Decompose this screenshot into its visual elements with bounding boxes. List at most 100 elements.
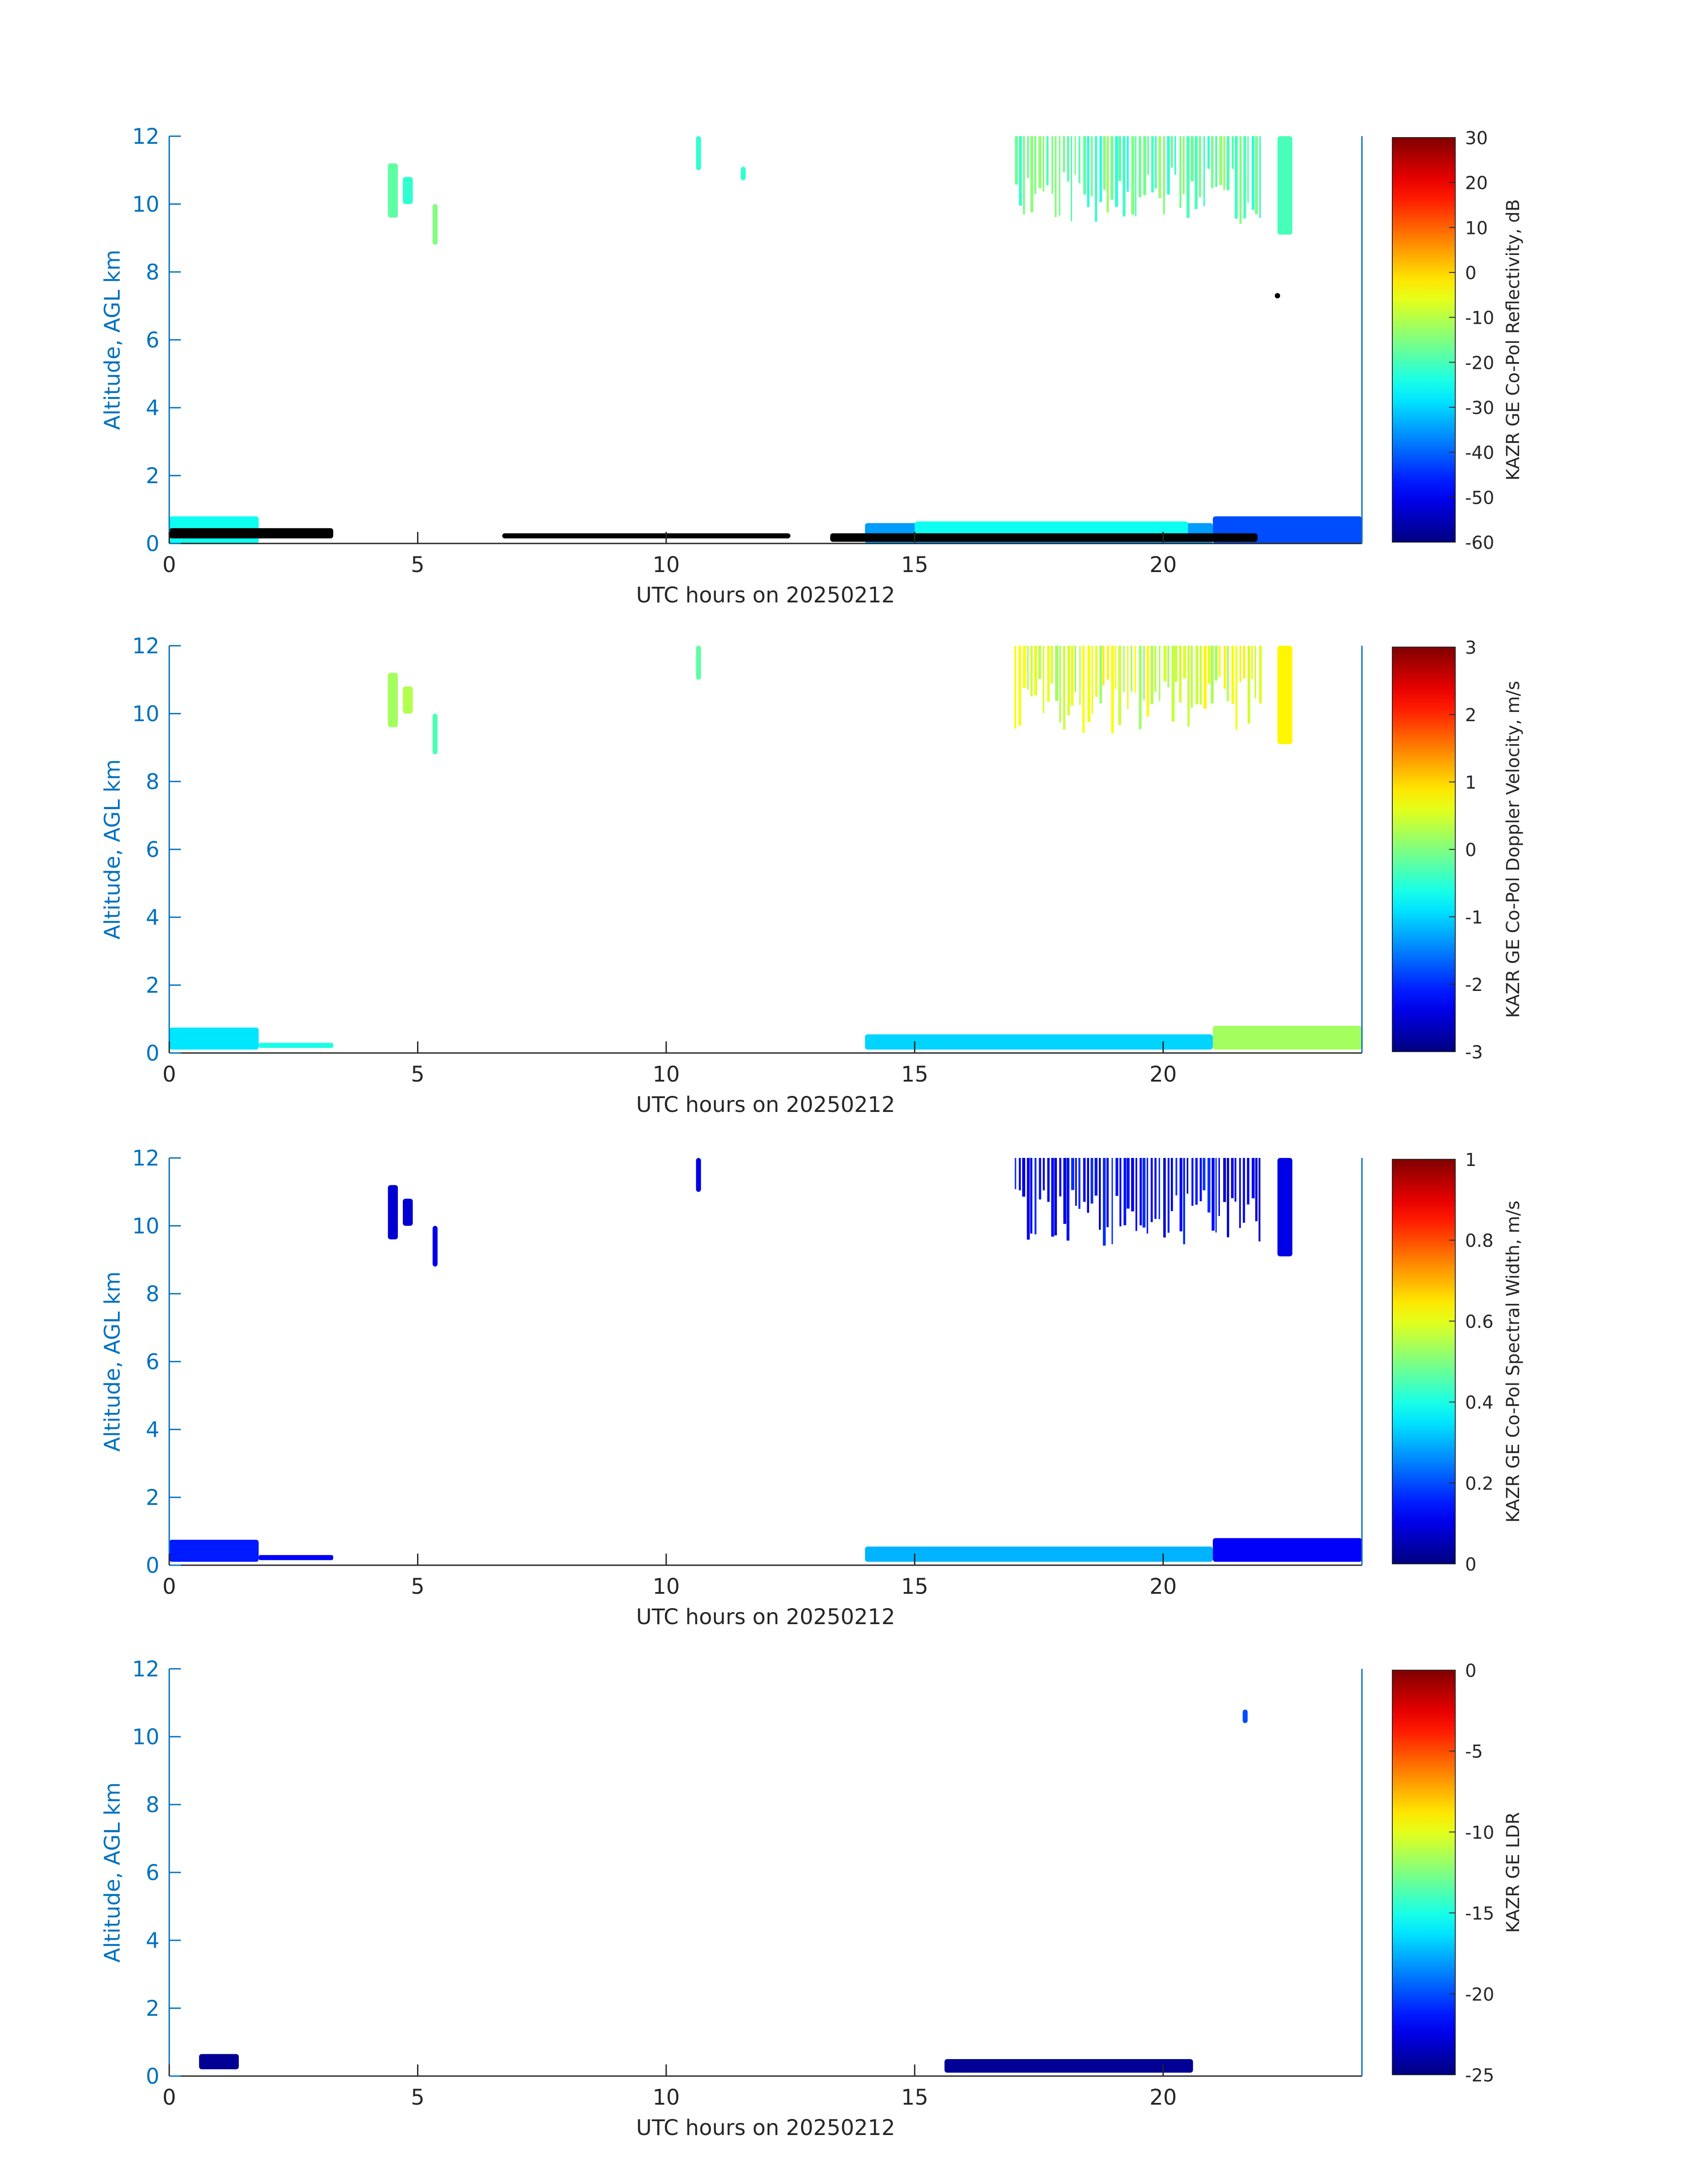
echo-streak bbox=[1123, 136, 1126, 217]
echo-streak bbox=[1171, 136, 1173, 168]
echo-streak bbox=[1234, 1158, 1236, 1202]
echo-streak bbox=[1015, 1158, 1016, 1189]
colorbar-tick-label: 0.2 bbox=[1465, 1474, 1494, 1494]
echo-region bbox=[432, 204, 438, 245]
x-tick-label: 5 bbox=[411, 552, 425, 577]
echo-region bbox=[865, 1546, 1213, 1562]
echo-streak bbox=[1038, 646, 1041, 679]
y-tick-label: 6 bbox=[146, 837, 159, 862]
echo-streak bbox=[1219, 646, 1221, 677]
colorbar-tick-label: 1 bbox=[1465, 773, 1476, 793]
colorbar-tick-label: 0 bbox=[1465, 840, 1476, 861]
echo-streak bbox=[1167, 646, 1169, 688]
echo-streak bbox=[1115, 1158, 1119, 1196]
colorbar-tick-label: 0 bbox=[1465, 1661, 1476, 1681]
echo-streak bbox=[1247, 646, 1250, 724]
y-tick-label: 4 bbox=[146, 1928, 159, 1953]
colorbar-label: KAZR GE Co-Pol Reflectivity, dB bbox=[1503, 199, 1524, 481]
echo-streak bbox=[1094, 1158, 1098, 1196]
echo-streak bbox=[1055, 646, 1058, 701]
y-tick-label: 2 bbox=[146, 1996, 159, 2021]
colorbar-label: KAZR GE Co-Pol Doppler Velocity, m/s bbox=[1503, 681, 1524, 1018]
x-tick-label: 10 bbox=[652, 1062, 680, 1087]
echo-streak bbox=[1143, 136, 1146, 195]
x-tick-label: 10 bbox=[652, 552, 680, 577]
echo-streak bbox=[1043, 1158, 1045, 1191]
echo-streak bbox=[1259, 646, 1262, 704]
plot-area bbox=[169, 646, 1362, 1053]
colorbar-tick-label: 20 bbox=[1465, 173, 1488, 194]
colorbar-tick-label: 10 bbox=[1465, 218, 1488, 238]
echo-streak bbox=[1054, 1158, 1057, 1236]
colorbar: -60 -50 -40 -30 -20 -10 0 10 20 30 KAZR GE Co-Pol … bbox=[1392, 128, 1524, 553]
echo-streak bbox=[1095, 646, 1098, 697]
y-tick-label: 8 bbox=[146, 769, 159, 794]
echo-region bbox=[388, 1185, 398, 1240]
echo-streak bbox=[1019, 136, 1022, 206]
y-axis-label: Altitude, AGL km bbox=[100, 250, 125, 430]
echo-streak bbox=[1154, 646, 1157, 692]
echo-streak bbox=[1123, 646, 1125, 692]
echo-streak bbox=[1218, 1158, 1220, 1216]
y-tick-label: 2 bbox=[146, 464, 159, 489]
echo-streak bbox=[1075, 1158, 1077, 1206]
echo-streak bbox=[1167, 136, 1170, 195]
y-tick-label: 6 bbox=[146, 1350, 159, 1375]
x-tick-label: 5 bbox=[411, 1574, 425, 1599]
echo-streak bbox=[1174, 136, 1176, 175]
black-marker bbox=[169, 528, 334, 539]
echo-streak bbox=[1252, 1158, 1255, 1199]
y-tick-label: 10 bbox=[132, 1725, 159, 1750]
echo-streak bbox=[1235, 646, 1237, 730]
colorbar-tick-label: 0.6 bbox=[1465, 1312, 1494, 1332]
echo-region bbox=[388, 163, 398, 218]
echo-streak bbox=[1171, 646, 1175, 722]
y-tick-label: 8 bbox=[146, 260, 159, 285]
echo-streak bbox=[1167, 1158, 1170, 1233]
y-tick-label: 0 bbox=[146, 1041, 159, 1066]
echo-streak bbox=[1187, 646, 1190, 727]
x-tick-label: 15 bbox=[901, 552, 928, 577]
y-tick-label: 12 bbox=[132, 1146, 159, 1171]
echo-streak bbox=[1215, 646, 1218, 681]
x-tick-label: 15 bbox=[901, 1062, 928, 1087]
colorbar-gradient bbox=[1392, 647, 1456, 1052]
echo-streak bbox=[1126, 1158, 1130, 1209]
colorbar-label: KAZR GE LDR bbox=[1503, 1812, 1524, 1933]
colorbar-tick-label: -3 bbox=[1465, 1042, 1483, 1063]
echo-streak bbox=[1163, 1158, 1166, 1238]
echo-region bbox=[388, 673, 398, 727]
echo-streak bbox=[1147, 136, 1149, 175]
black-marker bbox=[1274, 293, 1280, 299]
echo-region bbox=[1213, 1026, 1362, 1050]
echo-streak bbox=[1107, 136, 1109, 213]
colorbar-tick-label: -15 bbox=[1465, 1904, 1494, 1924]
echo-streak bbox=[1179, 1158, 1182, 1232]
echo-region bbox=[432, 1226, 438, 1267]
echo-region bbox=[696, 646, 701, 680]
y-tick-label: 12 bbox=[132, 634, 159, 659]
echo-streak bbox=[1063, 646, 1065, 730]
echo-streak bbox=[1063, 136, 1065, 172]
echo-streak bbox=[1115, 136, 1118, 207]
echo-region bbox=[169, 1028, 259, 1050]
colorbar-tick-label: -40 bbox=[1465, 443, 1494, 464]
x-tick-label: 15 bbox=[901, 2085, 928, 2110]
plot-area bbox=[169, 1669, 1362, 2076]
echo-streak bbox=[1219, 136, 1223, 185]
echo-layer bbox=[169, 136, 1362, 543]
echo-streak bbox=[1183, 646, 1186, 679]
echo-streak bbox=[1127, 136, 1129, 192]
echo-streak bbox=[1215, 136, 1218, 187]
y-tick-label: 12 bbox=[132, 124, 159, 149]
colorbar-tick-label: -30 bbox=[1465, 398, 1494, 418]
panel-4: 0 2 4 6 8 10 12 0 5 10 15 20 UTC hours on 20250212 Al… bbox=[100, 1657, 1524, 2140]
echo-streak bbox=[1110, 136, 1114, 200]
echo-region bbox=[740, 167, 746, 180]
echo-streak bbox=[1139, 646, 1142, 729]
echo-streak bbox=[1071, 646, 1074, 706]
echo-streak bbox=[1227, 1158, 1229, 1237]
echo-streak bbox=[1087, 136, 1090, 207]
